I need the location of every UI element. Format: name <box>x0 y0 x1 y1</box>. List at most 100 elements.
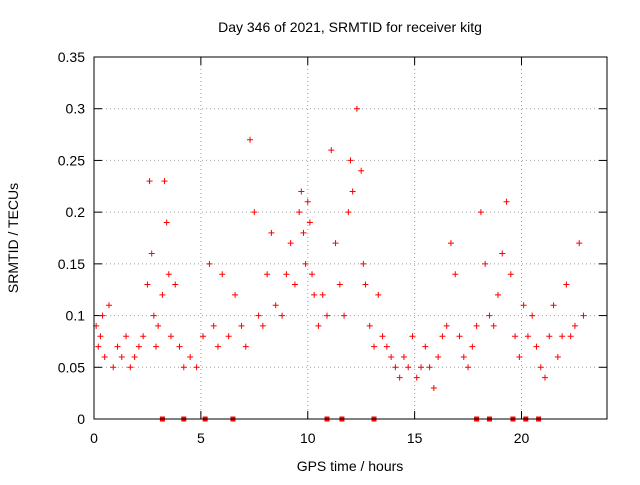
data-point <box>176 343 183 350</box>
data-point <box>155 322 162 329</box>
data-point <box>123 333 130 340</box>
data-point <box>490 322 497 329</box>
data-point <box>503 198 510 205</box>
data-point <box>375 291 382 298</box>
data-point <box>146 178 153 185</box>
data-point <box>460 353 467 360</box>
data-point <box>537 364 544 371</box>
data-point <box>341 312 348 319</box>
data-point <box>345 209 352 216</box>
data-point <box>247 136 254 143</box>
data-point <box>405 364 412 371</box>
data-point <box>443 322 450 329</box>
data-point <box>494 291 501 298</box>
x-tick-label: 0 <box>90 430 98 446</box>
data-point <box>311 291 318 298</box>
data-point <box>159 291 166 298</box>
data-point <box>95 343 102 350</box>
data-point <box>426 364 433 371</box>
data-point <box>232 291 239 298</box>
data-point <box>144 281 151 288</box>
data-point <box>554 353 561 360</box>
data-point <box>486 312 493 319</box>
x-tick-label: 10 <box>300 430 316 446</box>
data-point <box>422 343 429 350</box>
data-point <box>298 188 305 195</box>
data-point <box>304 198 311 205</box>
data-point <box>542 374 549 381</box>
data-point <box>114 343 121 350</box>
data-point <box>452 271 459 278</box>
data-point <box>118 353 125 360</box>
data-point <box>287 240 294 247</box>
data-point <box>571 322 578 329</box>
data-point <box>529 312 536 319</box>
data-point <box>409 333 416 340</box>
data-point <box>435 353 442 360</box>
points-layer <box>93 105 587 422</box>
data-point <box>165 271 172 278</box>
data-point <box>272 302 279 309</box>
data-point <box>482 260 489 267</box>
data-point <box>533 343 540 350</box>
data-point <box>366 322 373 329</box>
data-point <box>328 147 335 154</box>
data-point <box>283 271 290 278</box>
data-point <box>110 364 117 371</box>
data-point <box>306 219 313 226</box>
data-point <box>388 353 395 360</box>
data-point <box>347 157 354 164</box>
data-point <box>180 364 187 371</box>
data-point <box>309 271 316 278</box>
data-point <box>563 281 570 288</box>
data-point <box>447 240 454 247</box>
data-point <box>559 333 566 340</box>
data-point <box>150 312 157 319</box>
data-point <box>477 209 484 216</box>
data-point <box>360 260 367 267</box>
axis-layer: 0 0.05 0.1 0.15 0.2 0.25 0.3 0.35 0 5 10 15 20 <box>58 49 607 446</box>
y-tick-label: 0 <box>77 411 85 427</box>
y-axis-label: SRMTID / TECUs <box>5 183 21 293</box>
data-point <box>567 333 574 340</box>
data-point <box>499 250 506 257</box>
data-point <box>507 271 514 278</box>
data-point <box>392 364 399 371</box>
data-point <box>430 384 437 391</box>
data-point <box>255 312 262 319</box>
data-point <box>400 353 407 360</box>
data-point <box>219 271 226 278</box>
data-point <box>161 178 168 185</box>
data-point <box>516 353 523 360</box>
data-point <box>187 353 194 360</box>
data-point <box>358 167 365 174</box>
data-point <box>512 333 519 340</box>
data-point <box>336 281 343 288</box>
data-point <box>319 291 326 298</box>
data-point <box>206 260 213 267</box>
data-point <box>97 333 104 340</box>
data-point <box>148 250 155 257</box>
x-tick-label: 5 <box>197 430 205 446</box>
y-tick-label: 0.1 <box>66 308 86 324</box>
data-point <box>193 364 200 371</box>
y-tick-label: 0.3 <box>66 101 86 117</box>
y-tick-label: 0.2 <box>66 204 86 220</box>
data-point <box>396 374 403 381</box>
data-point <box>550 302 557 309</box>
data-point <box>131 353 138 360</box>
data-point <box>251 209 258 216</box>
data-point <box>576 240 583 247</box>
data-point <box>379 333 386 340</box>
data-point <box>383 343 390 350</box>
data-point <box>323 312 330 319</box>
y-tick-label: 0.15 <box>58 256 85 272</box>
data-point <box>279 312 286 319</box>
data-point <box>135 343 142 350</box>
data-point <box>456 333 463 340</box>
data-point <box>349 188 356 195</box>
y-tick-label: 0.25 <box>58 152 85 168</box>
data-point <box>127 364 134 371</box>
